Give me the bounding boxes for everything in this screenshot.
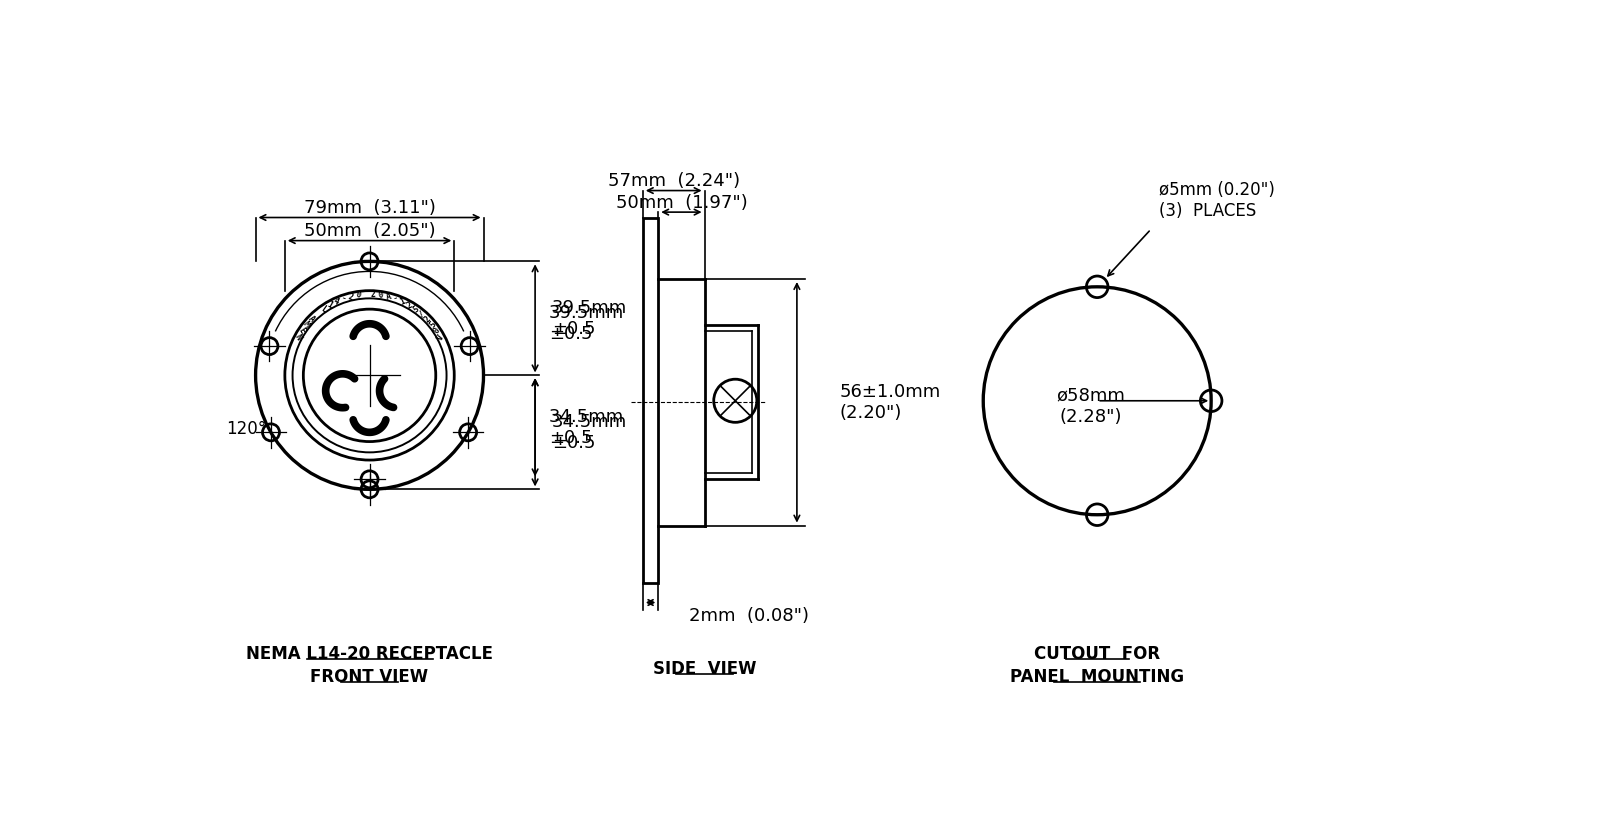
Text: 2mm  (0.08"): 2mm (0.08") (690, 608, 810, 626)
Text: 5: 5 (427, 320, 438, 330)
Text: 5: 5 (411, 304, 421, 314)
Text: 0: 0 (378, 290, 384, 300)
Text: M: M (301, 320, 312, 330)
Text: 39.5mm
±0.5: 39.5mm ±0.5 (552, 299, 627, 338)
Text: 50mm  (1.97"): 50mm (1.97") (616, 194, 747, 212)
Text: V: V (435, 333, 446, 342)
Text: ø58mm
(2.28"): ø58mm (2.28") (1056, 387, 1125, 425)
Text: 39.5mm
±0.5: 39.5mm ±0.5 (549, 304, 624, 343)
Text: A: A (307, 314, 317, 324)
Text: 0: 0 (432, 326, 442, 335)
Text: L: L (318, 304, 328, 314)
Text: 56±1.0mm
(2.20"): 56±1.0mm (2.20") (840, 383, 941, 422)
Text: 79mm  (3.11"): 79mm (3.11") (304, 200, 435, 218)
Text: PANEL  MOUNTING: PANEL MOUNTING (1010, 668, 1184, 686)
Text: 2: 2 (347, 292, 354, 302)
Text: CUTOUT  FOR: CUTOUT FOR (1034, 645, 1160, 663)
Text: 2: 2 (371, 290, 376, 299)
Text: /: / (418, 308, 427, 319)
Text: -: - (339, 294, 347, 304)
Text: 1: 1 (325, 300, 334, 310)
Text: 2: 2 (405, 300, 414, 310)
Text: 120°: 120° (226, 420, 267, 438)
Text: 57mm  (2.24"): 57mm (2.24") (608, 173, 739, 191)
Text: SIDE  VIEW: SIDE VIEW (653, 660, 757, 678)
Text: 34.5mm
±0.5: 34.5mm ±0.5 (549, 408, 624, 447)
Text: 34.5mm
±0.5: 34.5mm ±0.5 (552, 413, 627, 452)
Text: ø5mm (0.20")
(3)  PLACES: ø5mm (0.20") (3) PLACES (1158, 181, 1275, 220)
Text: N: N (293, 333, 304, 342)
Text: 2: 2 (422, 314, 432, 324)
Text: NEMA L14-20 RECEPTACLE: NEMA L14-20 RECEPTACLE (246, 645, 493, 663)
Text: 4: 4 (333, 296, 341, 307)
Text: E: E (298, 326, 307, 335)
Text: 1: 1 (398, 296, 406, 307)
Text: FRONT VIEW: FRONT VIEW (310, 668, 429, 686)
Text: 50mm  (2.05"): 50mm (2.05") (304, 222, 435, 240)
Text: 0: 0 (355, 290, 362, 300)
Text: A: A (386, 292, 392, 302)
Text: -: - (392, 294, 400, 304)
